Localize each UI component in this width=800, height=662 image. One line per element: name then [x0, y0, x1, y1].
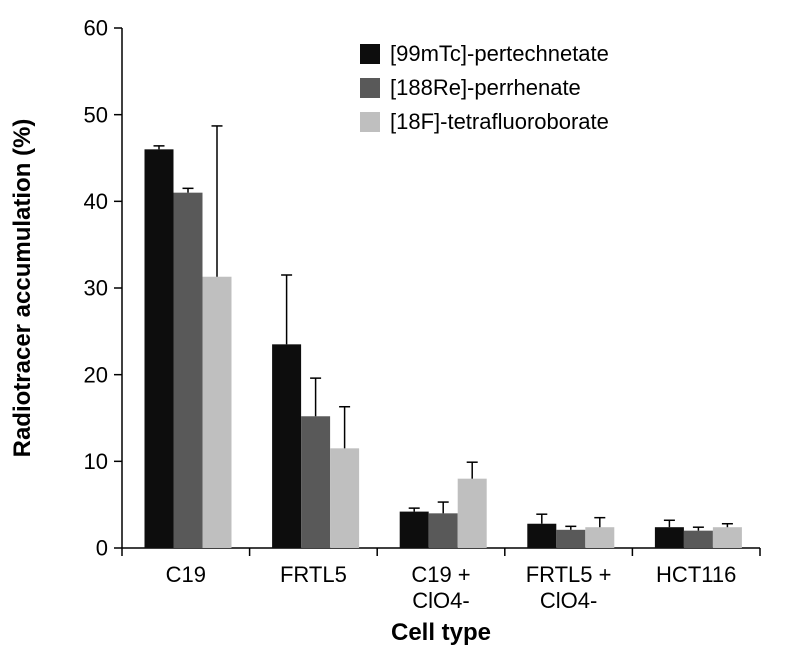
bar: [145, 149, 174, 548]
bar: [174, 193, 203, 548]
x-category-label: ClO4-: [412, 588, 469, 613]
chart-container: { "chart": { "type": "bar", "width_px": …: [0, 0, 800, 662]
x-category-label: FRTL5: [280, 562, 347, 587]
bar: [684, 531, 713, 548]
bar: [272, 344, 301, 548]
bar: [458, 479, 487, 548]
y-tick-label: 20: [84, 362, 108, 387]
x-category-label: C19: [166, 562, 206, 587]
y-tick-label: 60: [84, 16, 108, 41]
bar: [330, 448, 359, 548]
bar: [655, 527, 684, 548]
legend-label: [99mTc]-pertechnetate: [390, 41, 609, 66]
x-category-label: HCT116: [656, 562, 736, 587]
bar: [301, 416, 330, 548]
legend-swatch: [360, 112, 380, 132]
bar: [527, 524, 556, 548]
y-tick-label: 30: [84, 276, 108, 301]
y-tick-label: 0: [96, 536, 108, 561]
bar: [713, 527, 742, 548]
y-tick-label: 40: [84, 189, 108, 214]
bar: [400, 512, 429, 548]
legend-swatch: [360, 44, 380, 64]
legend-label: [188Re]-perrhenate: [390, 75, 581, 100]
bar: [203, 277, 232, 548]
legend-swatch: [360, 78, 380, 98]
y-tick-label: 10: [84, 449, 108, 474]
x-category-label: C19 +: [411, 562, 470, 587]
x-axis-title: Cell type: [391, 619, 491, 646]
x-category-label: FRTL5 +: [526, 562, 612, 587]
grouped-bar-chart: 0 10 20 30 40 50 60 Radiotracer accumulation (%…: [0, 0, 800, 662]
legend-label: [18F]-tetrafluoroborate: [390, 109, 609, 134]
bar: [429, 513, 458, 548]
bar: [556, 530, 585, 548]
y-axis-title: Radiotracer accumulation (%): [9, 119, 36, 458]
x-category-label: ClO4-: [540, 588, 597, 613]
bar: [585, 527, 614, 548]
y-tick-label: 50: [84, 102, 108, 127]
